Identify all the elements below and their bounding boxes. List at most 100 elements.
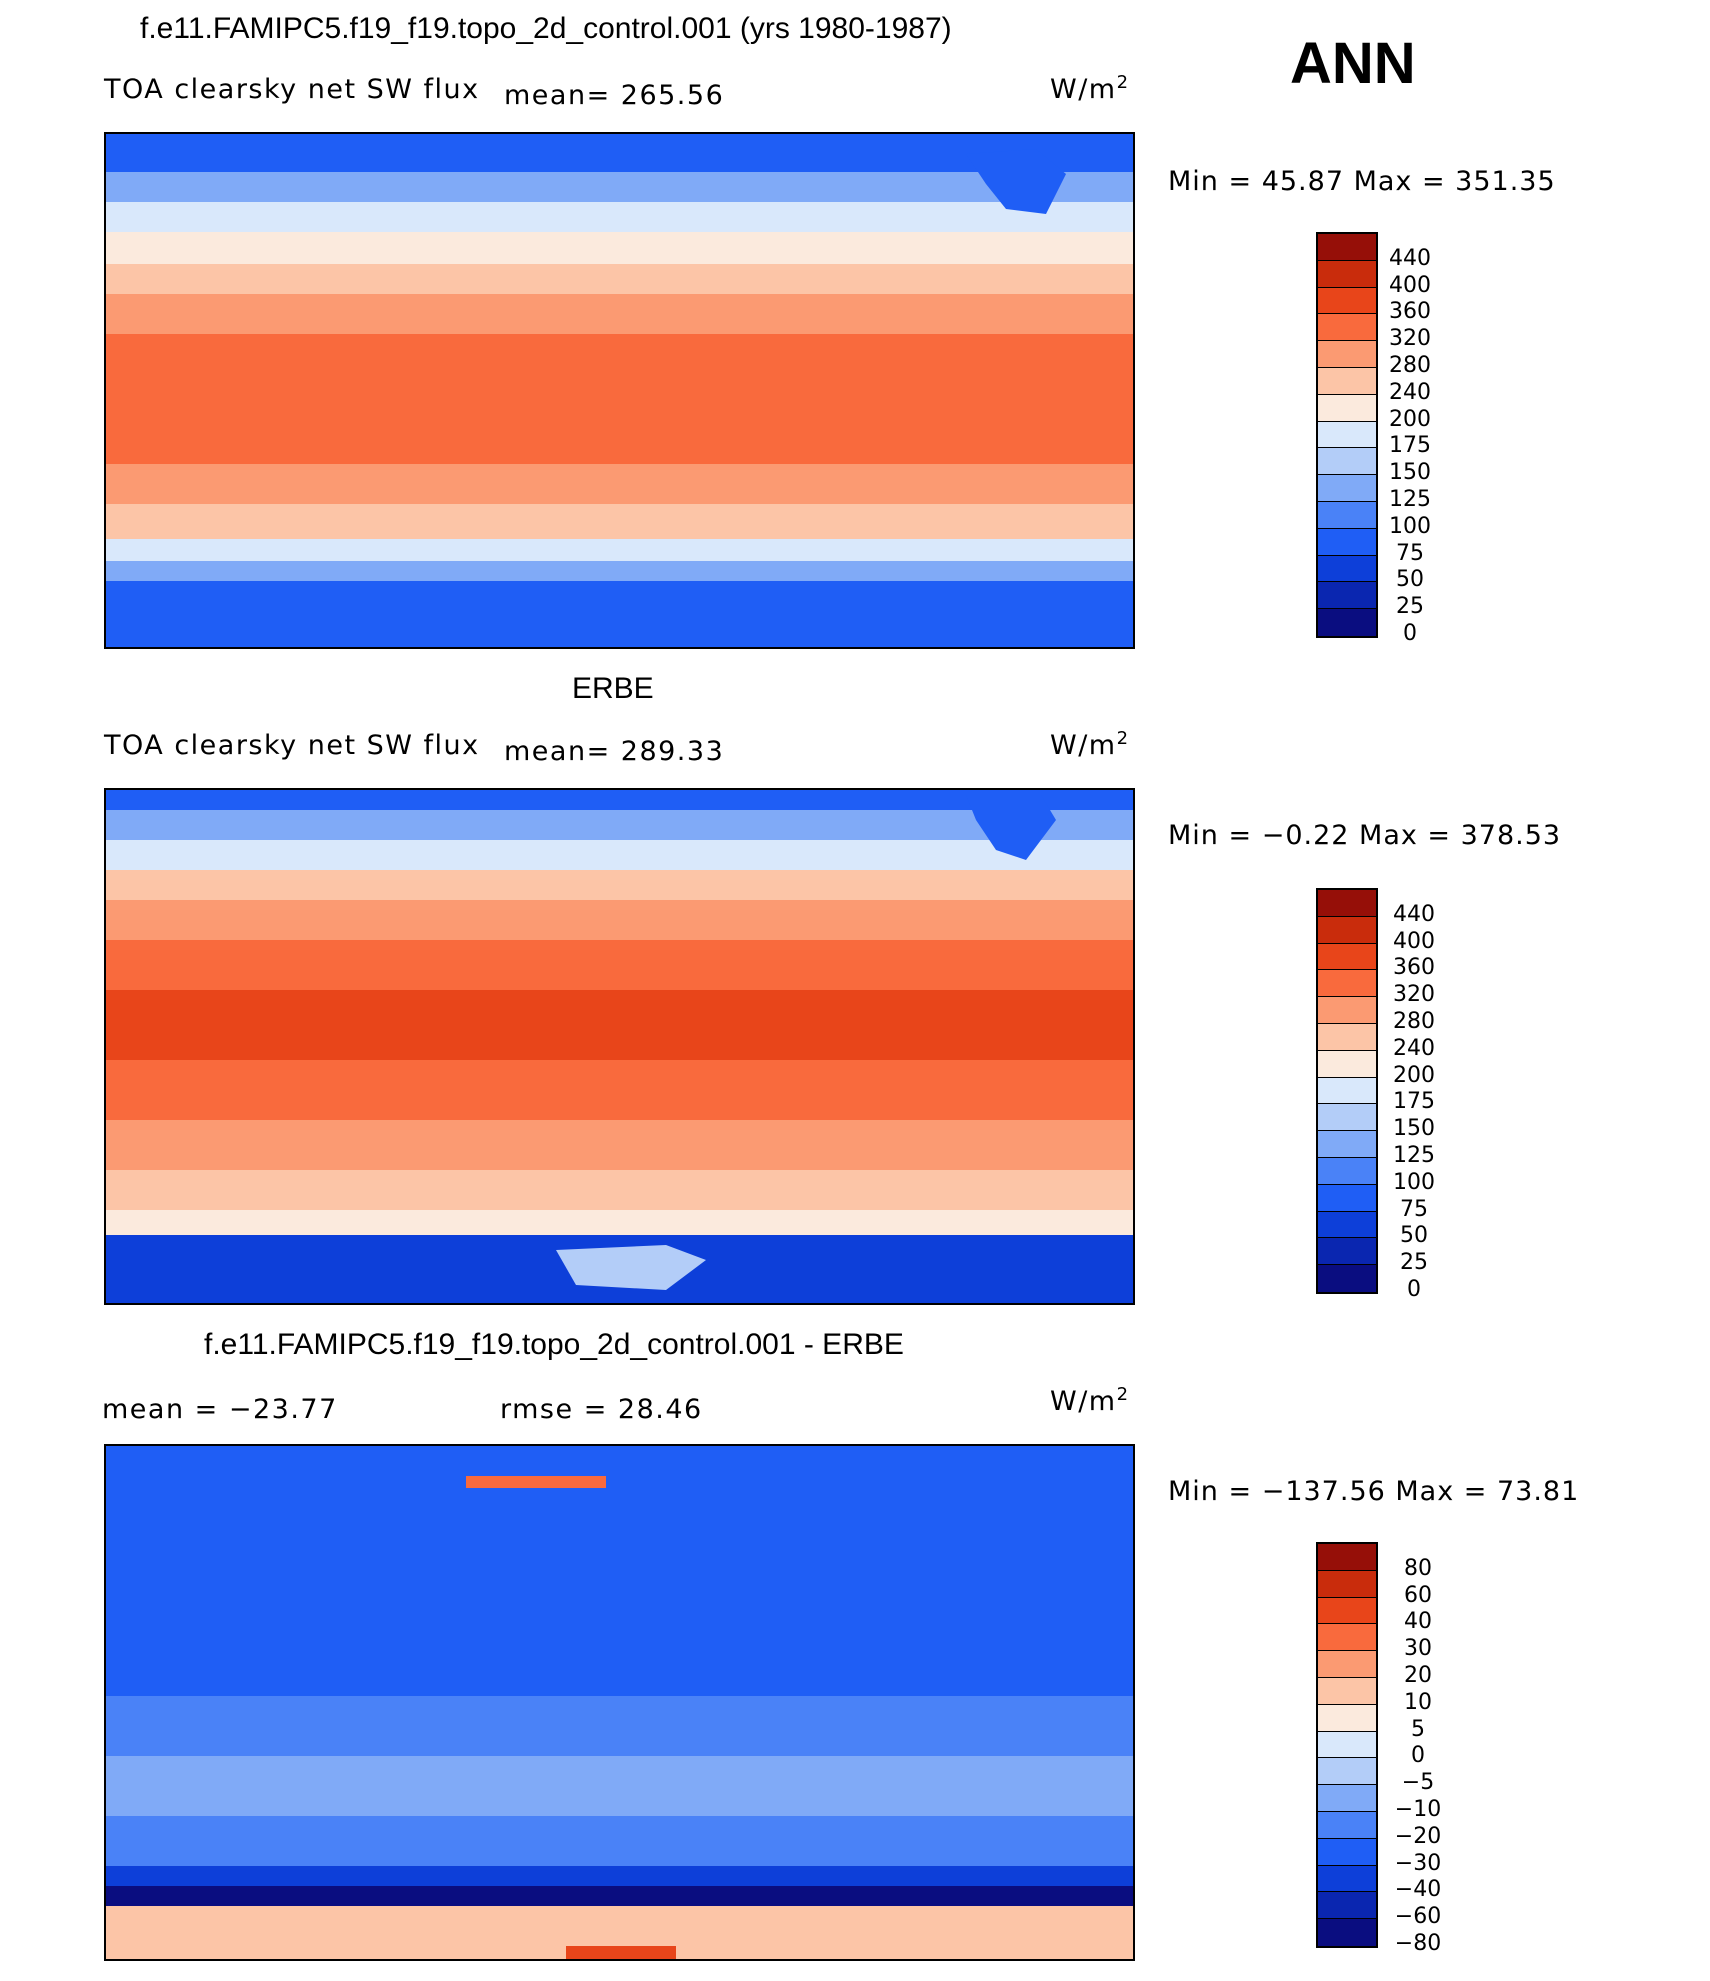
colorbar-swatch [1318,1678,1376,1705]
colorbar-tick-label: 75 [1400,1196,1428,1222]
colorbar-swatch [1318,970,1376,998]
colorbar-tick-label: 10 [1404,1689,1432,1715]
colorbar-tick-label: 50 [1396,567,1424,593]
colorbar-tick-label: −5 [1401,1770,1435,1796]
colorbar-tick-label: 440 [1393,901,1435,927]
colorbar-swatch [1318,1597,1376,1625]
colorbar-swatch [1318,1131,1376,1158]
colorbar-swatch [1318,528,1376,556]
colorbar-swatch [1318,448,1376,476]
colorbar-tick-label: 280 [1389,353,1431,378]
colorbar-tick-label: 100 [1393,1169,1435,1195]
panel-3-colorbar-ticks: 80 60 40 30 20 10 5 0 −5 −10 −20 −30 −40 −60 −80 [1388,1542,1448,1956]
colorbar-swatch [1318,997,1376,1024]
colorbar-tick-label: 150 [1393,1116,1435,1142]
colorbar-swatch [1318,1544,1376,1571]
colorbar-swatch [1318,1184,1376,1212]
colorbar-tick-label: 360 [1389,299,1431,325]
colorbar-swatch [1318,341,1376,368]
panel-1-variable-label: TOA clearsky net SW flux [104,74,480,105]
colorbar-swatch [1318,421,1376,449]
colorbar-tick-label: 25 [1396,594,1424,620]
panel-2-map [104,788,1135,1305]
colorbar-swatch [1318,234,1376,261]
panel-3-minmax: Min = −137.56 Max = 73.81 [1168,1476,1580,1507]
colorbar-tick-label: 80 [1404,1555,1432,1581]
colorbar-swatch [1318,1892,1376,1920]
colorbar-swatch [1318,1024,1376,1051]
colorbar-swatch [1318,260,1376,288]
colorbar-tick-label: 0 [1411,1743,1425,1769]
panel-1-contour-field [106,134,1133,647]
colorbar-swatch [1318,943,1376,971]
panel-2-contour-field [106,790,1133,1303]
colorbar-tick-label: 75 [1396,540,1424,566]
colorbar-swatch [1318,1785,1376,1812]
colorbar-swatch [1318,1919,1376,1946]
panel-2-title: ERBE [572,672,654,705]
colorbar-tick-label: 200 [1393,1062,1435,1088]
panel-1-colorbar [1316,232,1378,638]
panel-3-contour-field [106,1446,1133,1959]
colorbar-swatch [1318,1077,1376,1105]
colorbar-swatch [1318,1704,1376,1732]
colorbar-swatch [1318,1838,1376,1866]
colorbar-tick-label: −60 [1394,1904,1442,1930]
colorbar-tick-label: 175 [1393,1089,1435,1115]
colorbar-tick-label: 25 [1400,1250,1428,1276]
colorbar-tick-label: 100 [1389,513,1431,539]
colorbar-swatch [1318,555,1376,583]
panel-1-map [104,132,1135,649]
colorbar-swatch [1318,1865,1376,1893]
colorbar-tick-label: 150 [1389,460,1431,486]
colorbar-tick-label: −20 [1394,1823,1442,1849]
panel-3-colorbar [1316,1542,1378,1948]
panel-2-mean: mean= 289.33 [504,736,725,767]
colorbar-swatch [1318,1050,1376,1078]
panel-1-minmax: Min = 45.87 Max = 351.35 [1168,166,1556,197]
panel-2-colorbar-ticks: 440 400 360 320 280 240 200 175 150 125 100 75 50 25 0 [1384,888,1444,1302]
panel-1-units: W/m2 [1050,72,1130,105]
colorbar-swatch [1318,502,1376,529]
colorbar-tick-label: 440 [1389,245,1431,271]
colorbar-tick-label: 0 [1407,1277,1421,1302]
colorbar-swatch [1318,475,1376,502]
colorbar-swatch [1318,1104,1376,1132]
colorbar-swatch [1318,394,1376,422]
panel-2-minmax: Min = −0.22 Max = 378.53 [1168,820,1562,851]
panel-1-colorbar-ticks: 440 400 360 320 280 240 200 175 150 125 100 75 50 25 0 [1380,232,1440,646]
colorbar-tick-label: −40 [1394,1877,1442,1903]
colorbar-tick-label: 240 [1393,1035,1435,1061]
panel-3-title: f.e11.FAMIPC5.f19_f19.topo_2d_control.00… [204,1328,904,1361]
colorbar-tick-label: 20 [1404,1663,1432,1688]
colorbar-tick-label: 320 [1389,326,1431,352]
colorbar-swatch [1318,314,1376,342]
season-label: ANN [1290,31,1416,96]
colorbar-tick-label: 125 [1389,487,1431,512]
colorbar-swatch [1318,1238,1376,1266]
colorbar-tick-label: 50 [1400,1223,1428,1249]
panel-2-colorbar [1316,888,1378,1294]
colorbar-tick-label: 30 [1404,1636,1432,1662]
colorbar-swatch [1318,890,1376,917]
colorbar-swatch [1318,1812,1376,1839]
colorbar-swatch [1318,1731,1376,1759]
colorbar-swatch [1318,1265,1376,1292]
colorbar-tick-label: −10 [1394,1797,1442,1822]
colorbar-swatch [1318,1211,1376,1239]
colorbar-tick-label: 320 [1393,982,1435,1008]
colorbar-swatch [1318,1651,1376,1678]
colorbar-tick-label: 60 [1404,1582,1432,1608]
colorbar-tick-label: 40 [1404,1609,1432,1635]
colorbar-swatch [1318,287,1376,315]
panel-3-mean: mean = −23.77 [102,1394,338,1425]
colorbar-swatch [1318,1158,1376,1185]
colorbar-tick-label: 280 [1393,1009,1435,1034]
colorbar-tick-label: 360 [1393,955,1435,981]
colorbar-swatch [1318,368,1376,395]
panel-3-rmse: rmse = 28.46 [500,1394,703,1425]
colorbar-swatch [1318,1758,1376,1786]
colorbar-swatch [1318,916,1376,944]
colorbar-tick-label: 125 [1393,1143,1435,1168]
colorbar-tick-label: 400 [1389,272,1431,298]
